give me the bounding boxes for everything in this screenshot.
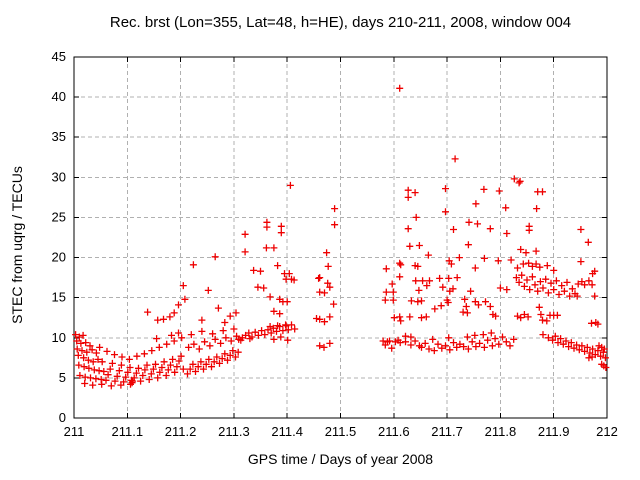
svg-text:211.7: 211.7 bbox=[431, 424, 463, 439]
svg-text:35: 35 bbox=[52, 129, 66, 144]
x-axis-label: GPS time / Days of year 2008 bbox=[247, 451, 434, 467]
svg-text:211.9: 211.9 bbox=[538, 424, 570, 439]
svg-text:211.4: 211.4 bbox=[271, 424, 303, 439]
svg-text:40: 40 bbox=[52, 89, 66, 104]
plot-frame bbox=[73, 56, 608, 419]
gridlines bbox=[74, 57, 607, 418]
svg-text:211.6: 211.6 bbox=[378, 424, 410, 439]
svg-text:15: 15 bbox=[52, 290, 66, 305]
svg-text:20: 20 bbox=[52, 250, 66, 265]
x-tick-labels: 211 211.1 211.2 211.3 211.4 211.5 211.6 211.7 21… bbox=[64, 424, 618, 439]
svg-text:211.3: 211.3 bbox=[218, 424, 250, 439]
chart-title: Rec. brst (Lon=355, Lat=48, h=HE), days … bbox=[109, 14, 572, 31]
svg-text:0: 0 bbox=[59, 410, 66, 425]
svg-text:5: 5 bbox=[59, 370, 66, 385]
svg-text:211: 211 bbox=[64, 424, 85, 439]
scatter-points bbox=[72, 84, 610, 390]
svg-text:211.1: 211.1 bbox=[112, 424, 144, 439]
y-tick-labels: 0 5 10 15 20 25 30 35 40 45 bbox=[52, 49, 66, 425]
svg-text:25: 25 bbox=[52, 209, 66, 224]
svg-text:212: 212 bbox=[596, 424, 618, 439]
svg-text:211.5: 211.5 bbox=[325, 424, 357, 439]
svg-text:10: 10 bbox=[52, 330, 66, 345]
svg-text:45: 45 bbox=[52, 49, 66, 64]
svg-text:30: 30 bbox=[52, 169, 66, 184]
svg-text:211.2: 211.2 bbox=[165, 424, 197, 439]
svg-text:211.8: 211.8 bbox=[485, 424, 517, 439]
